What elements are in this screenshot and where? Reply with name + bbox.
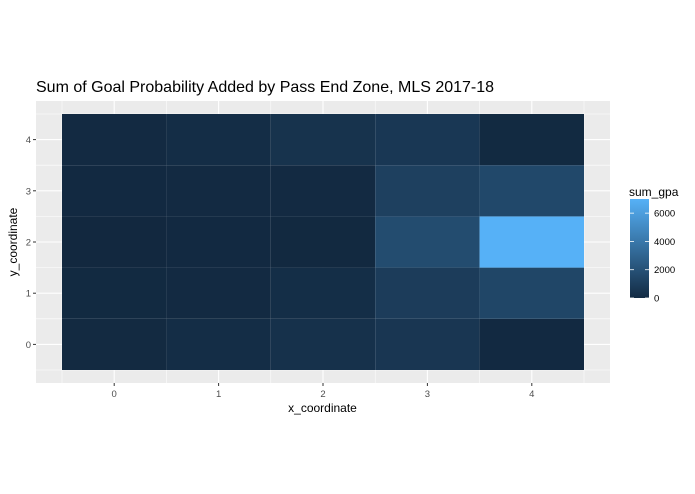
heatmap-tile-x0-y0 <box>62 318 167 370</box>
y-tick-label: 0 <box>26 340 31 351</box>
y-tick-label: 1 <box>26 289 31 300</box>
y-tick-label: 3 <box>26 186 31 197</box>
heatmap-tile-x1-y3 <box>166 165 271 217</box>
heatmap-tile-x4-y0 <box>479 318 584 370</box>
x-axis-ticks: 0 1 2 3 4 <box>112 383 534 400</box>
heatmap-tile-x0-y2 <box>62 216 167 268</box>
x-axis-title: x_coordinate <box>288 401 357 415</box>
chart-title: Sum of Goal Probability Added by Pass En… <box>36 79 494 96</box>
heatmap-tile-x3-y0 <box>375 318 480 370</box>
heatmap-tile-x4-y4 <box>479 114 584 166</box>
heatmap-tile-x4-y1 <box>479 267 584 319</box>
heatmap-tile-x1-y1 <box>166 267 271 319</box>
legend: sum_gpa 0 2000 4000 6000 <box>629 185 679 305</box>
heatmap-tile-x3-y4 <box>375 114 480 166</box>
heatmap-tile-x1-y0 <box>166 318 271 370</box>
y-tick-label: 2 <box>26 238 31 249</box>
heatmap-tiles <box>62 114 584 370</box>
y-axis-title: y_coordinate <box>6 207 20 276</box>
y-tick-label: 4 <box>26 135 31 146</box>
heatmap-tile-x2-y0 <box>270 318 376 370</box>
x-tick-label: 0 <box>112 389 117 400</box>
legend-title: sum_gpa <box>629 185 679 199</box>
heatmap-tile-x1-y4 <box>166 114 271 166</box>
legend-break-label: 6000 <box>654 209 675 220</box>
x-tick-label: 2 <box>320 389 325 400</box>
heatmap-tile-x3-y3 <box>375 165 480 217</box>
heatmap-tile-x2-y2 <box>270 216 376 268</box>
heatmap-tile-x4-y3 <box>479 165 584 217</box>
heatmap-tile-x3-y1 <box>375 267 480 319</box>
heatmap-tile-x2-y3 <box>270 165 376 217</box>
legend-break-label: 0 <box>654 294 659 305</box>
heatmap-tile-x0-y1 <box>62 267 167 319</box>
heatmap-tile-x1-y2 <box>166 216 271 268</box>
legend-break-label: 2000 <box>654 265 675 276</box>
legend-colorbar <box>630 199 649 298</box>
heatmap-tile-x2-y4 <box>270 114 376 166</box>
heatmap-tile-x0-y4 <box>62 114 167 166</box>
heatmap-tile-x2-y1 <box>270 267 376 319</box>
x-tick-label: 4 <box>529 389 534 400</box>
heatmap-tile-x0-y3 <box>62 165 167 217</box>
y-axis-ticks: 0 1 2 3 4 <box>26 135 36 351</box>
heatmap-tile-x4-y2 <box>479 216 584 268</box>
x-tick-label: 3 <box>425 389 430 400</box>
heatmap-tile-x3-y2 <box>375 216 480 268</box>
x-tick-label: 1 <box>216 389 221 400</box>
legend-break-label: 4000 <box>654 237 675 248</box>
